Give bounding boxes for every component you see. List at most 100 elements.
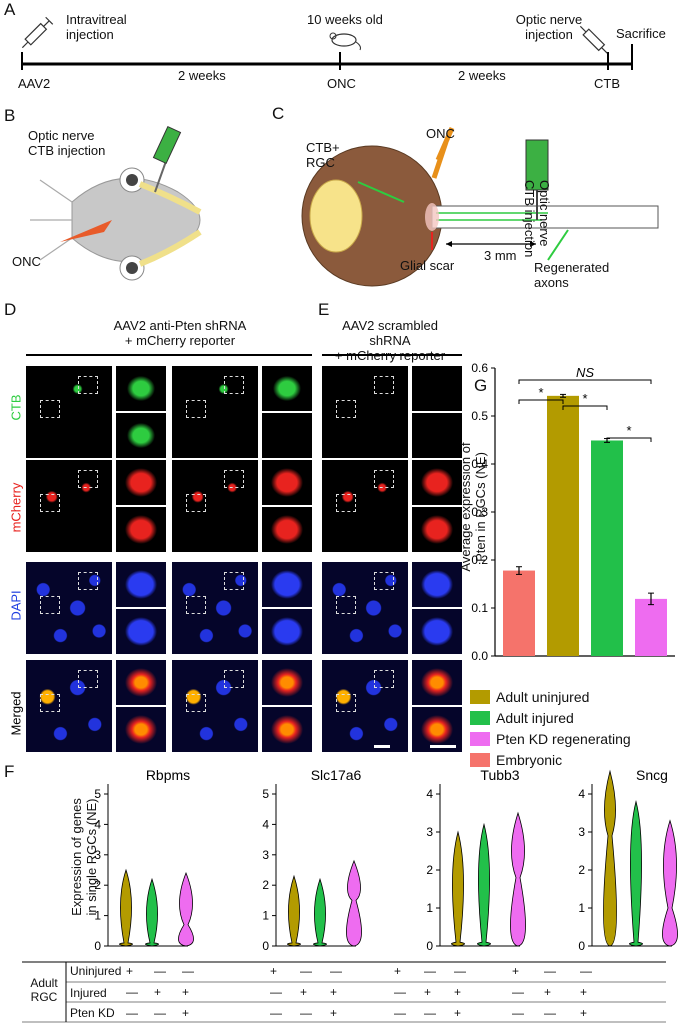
inset-merged-1-1	[116, 660, 166, 705]
roi-box	[78, 572, 98, 590]
y-tick-label: 0.6	[471, 361, 488, 375]
panel-label-c: C	[272, 104, 285, 123]
y-tick-label: 0.0	[471, 649, 488, 660]
syringe-icon-right	[579, 25, 608, 54]
legend-swatch	[470, 752, 490, 767]
violin-panel-rbpms: Rbpms 0 1 2 3 4 5	[94, 767, 194, 953]
violin-tick-label: 0	[426, 939, 433, 953]
inset-dapi-1-1	[116, 562, 166, 607]
scale-bar	[374, 745, 390, 748]
micrograph-ctb-3	[322, 366, 408, 458]
violin-tick-label: 2	[578, 863, 585, 877]
inset-dapi-1-2	[116, 609, 166, 654]
violin-tick-label: 3	[426, 825, 433, 839]
significance-bracket	[518, 379, 652, 384]
roi-box	[374, 572, 394, 590]
table-row-injured: Injured	[70, 986, 107, 1000]
violin-adult-uninjured	[603, 769, 617, 947]
panel-c-3mm: 3 mm	[484, 248, 517, 263]
inset-ctb-3-2	[412, 413, 462, 458]
inset-mcherry-1-2	[116, 507, 166, 552]
panel-e-title-line1: AAV2 scrambled shRNA	[342, 318, 438, 348]
y-tick-label: 0.1	[471, 601, 488, 615]
significance-bracket	[518, 399, 564, 404]
inset-dapi-2-2	[262, 609, 312, 654]
table-mark: +	[454, 1006, 462, 1020]
table-mark: +	[330, 1006, 338, 1020]
significance-label: NS	[576, 365, 594, 380]
roi-box	[40, 400, 60, 418]
micrograph-merged-1	[26, 660, 112, 752]
violin-tick-label: 3	[578, 825, 585, 839]
table-mark: —	[126, 985, 138, 999]
panel-e-title: AAV2 scrambled shRNA + mCherry reporter	[320, 318, 460, 363]
panel-label-g: G	[474, 376, 488, 395]
roi-box	[224, 670, 244, 688]
inset-ctb-1-2	[116, 413, 166, 458]
violin-tick-label: 4	[262, 817, 269, 831]
table-mark: +	[580, 985, 588, 999]
pten-bar-chart: 0.0 0.1 0.2 0.3 0.4 0.5 0.6 * * * NS	[471, 361, 675, 660]
violin-pten-kd	[510, 811, 526, 947]
violin-tick-label: 1	[94, 909, 101, 923]
legend-item: Pten KD regenerating	[470, 728, 631, 749]
roi-box	[224, 376, 244, 394]
table-mark: +	[330, 985, 338, 999]
table-mark: —	[512, 1006, 524, 1020]
table-mark: —	[154, 964, 166, 978]
violin-tick-label: 0	[94, 939, 101, 953]
table-mark: —	[544, 1006, 556, 1020]
micrograph-ctb-1	[26, 366, 112, 458]
panel-c-glial-scar: Glial scar	[400, 258, 455, 273]
violin-tick-label: 1	[578, 901, 585, 915]
inset-ctb-1-1	[116, 366, 166, 411]
panel-c-onc: ONC	[426, 126, 455, 141]
roi-box	[40, 596, 60, 614]
significance-bracket	[606, 437, 652, 442]
bar-adult-injured	[591, 440, 623, 656]
roi-box	[186, 494, 206, 512]
panel-b-title: Optic nerve CTB injection	[28, 128, 106, 158]
bar-chart-legend: Adult uninjured Adult injured Pten KD rege…	[470, 686, 631, 770]
violin-tick-label: 3	[94, 848, 101, 862]
violin-tick-label: 0	[262, 939, 269, 953]
y-tick-label: 0.2	[471, 553, 488, 567]
roi-box	[336, 694, 356, 712]
violin-adult-injured	[145, 877, 159, 947]
micrograph-merged-3	[322, 660, 408, 752]
table-mark: —	[270, 1006, 282, 1020]
violin-gene-title: Tubb3	[480, 767, 519, 783]
inset-ctb-2-1	[262, 366, 312, 411]
inset-merged-2-2	[262, 707, 312, 752]
table-row-uninjured: Uninjured	[70, 964, 122, 978]
table-mark: —	[424, 964, 436, 978]
table-mark: +	[182, 985, 190, 999]
table-mark: —	[126, 1006, 138, 1020]
roi-box	[40, 494, 60, 512]
table-mark: +	[580, 1006, 588, 1020]
micrograph-mcherry-1	[26, 460, 112, 552]
table-mark: +	[182, 1006, 190, 1020]
violin-adult-uninjured	[119, 868, 133, 947]
panel-c-ctb-rgc: CTB+ RGC	[306, 140, 340, 170]
roi-box	[186, 596, 206, 614]
table-mark: +	[454, 985, 462, 999]
violin-panel-tubb3: Tubb3 0 1 2 3 4	[426, 767, 526, 953]
table-mark: —	[270, 985, 282, 999]
inset-mcherry-2-1	[262, 460, 312, 505]
violin-tick-label: 1	[426, 901, 433, 915]
panel-label-a: A	[4, 0, 16, 19]
table-mark: +	[126, 964, 134, 978]
roi-box	[374, 470, 394, 488]
table-mark: —	[394, 985, 406, 999]
inset-mcherry-2-2	[262, 507, 312, 552]
legend-swatch	[470, 731, 490, 746]
inset-ctb-3-1	[412, 366, 462, 411]
row-label-dapi: DAPI	[8, 590, 24, 621]
violin-panel-sncg: Sncg 0 1 2 3 4	[578, 767, 678, 953]
violin-tick-label: 5	[94, 787, 101, 801]
violin-gene-title: Rbpms	[146, 767, 190, 783]
label-ctb-timeline: CTB	[594, 76, 620, 91]
y-tick-label: 0.3	[471, 505, 488, 519]
inset-mcherry-3-2	[412, 507, 462, 552]
